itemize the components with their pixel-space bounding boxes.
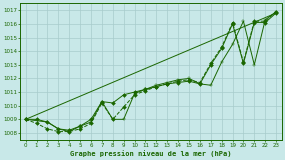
- X-axis label: Graphe pression niveau de la mer (hPa): Graphe pression niveau de la mer (hPa): [70, 150, 232, 156]
